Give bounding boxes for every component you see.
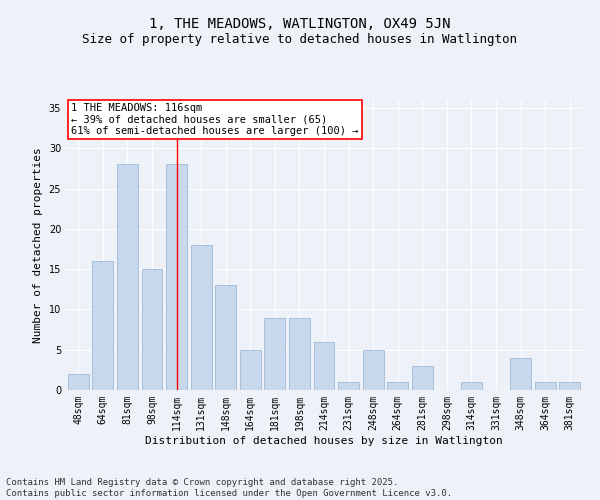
Text: 1 THE MEADOWS: 116sqm
← 39% of detached houses are smaller (65)
61% of semi-deta: 1 THE MEADOWS: 116sqm ← 39% of detached … [71,103,359,136]
X-axis label: Distribution of detached houses by size in Watlington: Distribution of detached houses by size … [145,436,503,446]
Bar [461,382,482,390]
Y-axis label: Number of detached properties: Number of detached properties [33,147,43,343]
Bar [535,382,556,390]
Bar [142,269,163,390]
Bar [559,382,580,390]
Bar [191,245,212,390]
Bar [215,286,236,390]
Bar [387,382,408,390]
Bar [166,164,187,390]
Bar [412,366,433,390]
Bar [117,164,138,390]
Bar [92,261,113,390]
Bar [510,358,531,390]
Bar [240,350,261,390]
Bar [314,342,334,390]
Bar [338,382,359,390]
Bar [68,374,89,390]
Text: Contains HM Land Registry data © Crown copyright and database right 2025.
Contai: Contains HM Land Registry data © Crown c… [6,478,452,498]
Bar [362,350,383,390]
Text: Size of property relative to detached houses in Watlington: Size of property relative to detached ho… [83,32,517,46]
Bar [289,318,310,390]
Text: 1, THE MEADOWS, WATLINGTON, OX49 5JN: 1, THE MEADOWS, WATLINGTON, OX49 5JN [149,18,451,32]
Bar [265,318,286,390]
